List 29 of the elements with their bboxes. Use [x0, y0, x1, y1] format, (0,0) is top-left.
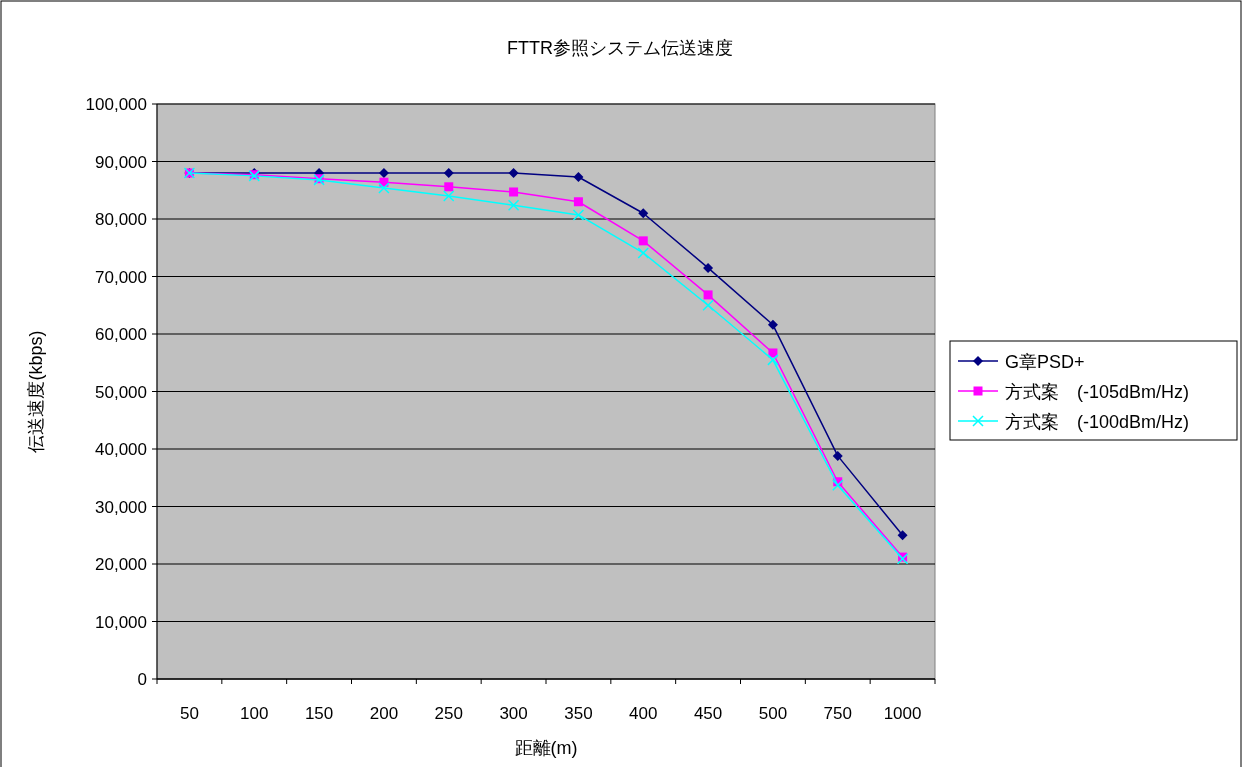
y-tick-label: 0	[137, 670, 147, 689]
x-tick-label: 250	[434, 704, 463, 723]
x-tick-label: 750	[823, 704, 852, 723]
legend-label: 方式案 (-100dBm/Hz)	[1005, 412, 1190, 432]
y-tick-label: 70,000	[95, 267, 147, 287]
legend-label: 方式案 (-105dBm/Hz)	[1005, 382, 1190, 402]
x-tick-label: 300	[499, 704, 528, 723]
x-tick-label: 350	[564, 704, 593, 723]
y-tick-label: 10,000	[95, 612, 147, 632]
x-tick-label: 400	[629, 704, 658, 723]
y-tick-label: 40,000	[95, 440, 147, 459]
chart-title: FTTR参照システム伝送速度	[507, 38, 733, 58]
y-tick-label: 80,000	[95, 210, 147, 229]
y-axis-title: 伝送速度(kbps)	[26, 330, 46, 453]
x-axis-title: 距離(m)	[514, 738, 578, 758]
y-tick-label: 100,000	[85, 95, 147, 114]
x-tick-label: 50	[179, 704, 199, 723]
legend-label: G章PSD+	[1005, 352, 1085, 372]
x-tick-label: 500	[758, 704, 788, 723]
x-tick-label: 1000	[883, 704, 922, 723]
x-tick-label: 150	[304, 704, 334, 723]
x-tick-label: 450	[693, 704, 723, 723]
y-tick-label: 30,000	[95, 497, 147, 517]
y-tick-label: 20,000	[95, 555, 147, 574]
y-tick-label: 60,000	[95, 325, 147, 344]
x-tick-label: 100	[240, 704, 269, 723]
y-tick-label: 50,000	[95, 382, 147, 402]
x-tick-label: 200	[369, 704, 399, 723]
y-tick-label: 90,000	[95, 152, 147, 172]
